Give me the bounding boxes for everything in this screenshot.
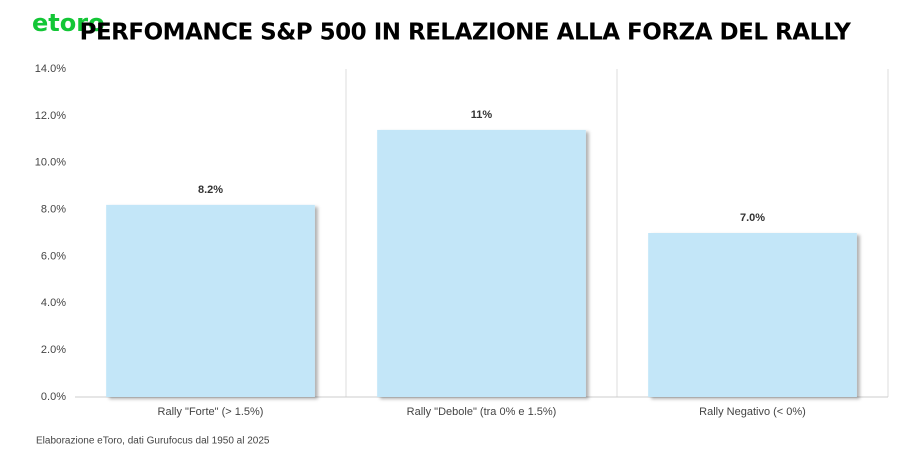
bar xyxy=(377,129,586,397)
bar xyxy=(106,204,315,397)
y-tick-label: 4.0% xyxy=(41,297,66,309)
y-tick-label: 12.0% xyxy=(35,110,66,122)
x-tick-label: Rally Negativo (< 0%) xyxy=(699,406,806,418)
y-tick-label: 2.0% xyxy=(41,344,66,356)
value-label: 8.2% xyxy=(198,184,223,196)
value-label: 11% xyxy=(471,109,493,121)
y-tick-label: 0.0% xyxy=(41,391,66,403)
x-tick-label: Rally "Debole" (tra 0% e 1.5%) xyxy=(407,406,557,418)
y-tick-label: 14.0% xyxy=(35,63,66,75)
value-label: 7.0% xyxy=(740,212,765,224)
y-tick-label: 8.0% xyxy=(41,203,66,215)
chart-title: PERFOMANCE S&P 500 IN RELAZIONE ALLA FOR… xyxy=(80,20,852,46)
bar xyxy=(648,233,857,397)
y-tick-label: 10.0% xyxy=(35,157,66,169)
source-note: Elaborazione eToro, dati Gurufocus dal 1… xyxy=(36,436,270,447)
y-tick-label: 6.0% xyxy=(41,250,66,262)
x-tick-label: Rally "Forte" (> 1.5%) xyxy=(158,406,264,418)
logo: etoro xyxy=(32,9,105,37)
